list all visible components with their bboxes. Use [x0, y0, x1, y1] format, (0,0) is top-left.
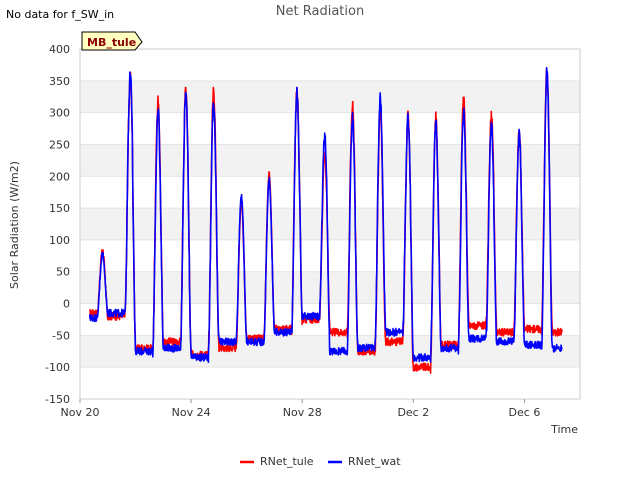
- legend-label-wat: RNet_wat: [348, 455, 401, 468]
- legend-item-tule: RNet_tule: [240, 455, 314, 468]
- y-tick-label: 400: [49, 43, 70, 56]
- y-tick-label: 300: [49, 107, 70, 120]
- background-band: [80, 144, 580, 177]
- series-line-wat: [88, 66, 563, 363]
- legend-label-tule: RNet_tule: [260, 455, 314, 468]
- y-tick-label: -50: [52, 329, 70, 342]
- x-tick-label: Nov 20: [61, 406, 100, 419]
- background-band: [80, 80, 580, 113]
- x-tick-label: Nov 24: [172, 406, 211, 419]
- legend-item-wat: RNet_wat: [328, 455, 401, 468]
- y-tick-label: 50: [56, 266, 70, 279]
- plot-area-border: [79, 48, 581, 400]
- site-badge-label: MB_tule: [87, 36, 136, 49]
- x-tick-label: Dec 6: [509, 406, 541, 419]
- y-tick-label: 150: [49, 202, 70, 215]
- x-tick-label: Dec 2: [397, 406, 429, 419]
- y-axis-ticks: -150 -100 -50 0 50 100 150 200 250 300 350 400: [45, 43, 70, 406]
- x-tick-label: Nov 28: [283, 406, 322, 419]
- y-tick-label: 100: [49, 234, 70, 247]
- y-tick-label: 350: [49, 75, 70, 88]
- site-badge-shape: [81, 31, 143, 51]
- y-tick-label: 200: [49, 170, 70, 183]
- nodata-note: No data for f_SW_in: [6, 8, 114, 21]
- chart-title: Net Radiation: [276, 4, 364, 19]
- site-badge: MB_tule: [81, 31, 143, 51]
- x-axis-ticks: Nov 20 Nov 24 Nov 28 Dec 2 Dec 6: [61, 399, 541, 419]
- series-lines: [88, 66, 563, 374]
- y-tick-label: 250: [49, 138, 70, 151]
- y-tick-label: -100: [45, 361, 70, 374]
- y-tick-label: -150: [45, 393, 70, 406]
- y-axis-label: Solar Radiation (W/m2): [8, 161, 21, 289]
- y-tick-label: 0: [63, 298, 70, 311]
- legend: RNet_tule RNet_wat: [240, 455, 401, 468]
- x-axis-label: Time: [550, 423, 578, 436]
- background-bands: [80, 80, 580, 368]
- background-band: [80, 271, 580, 304]
- background-band: [80, 208, 580, 240]
